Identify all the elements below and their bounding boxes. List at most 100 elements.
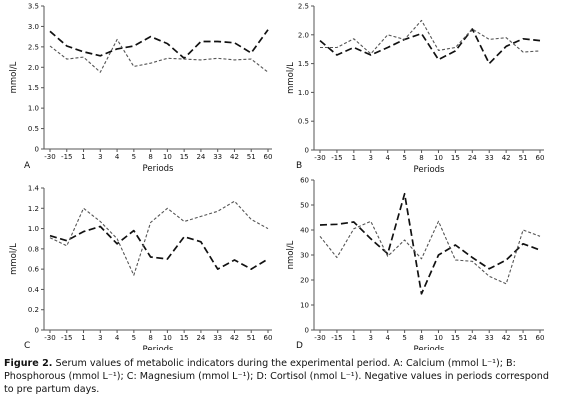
x-tick-label-c: 3 — [98, 334, 102, 342]
x-tick-label-d: -30 — [314, 334, 325, 342]
y-tick-label-c: 1.4 — [28, 185, 40, 193]
x-tick-label-d: 8 — [419, 334, 423, 342]
chart-panel-d: 0 10 20 30 40 50 60 -30 -15 1 3 4 5 8 10 15 24 33 42 51 60 Pe… — [286, 177, 544, 351]
x-tick-label-a: 3 — [98, 153, 102, 161]
y-tick-label-b: 1.5 — [298, 60, 309, 68]
x-tick-label-c: 5 — [132, 334, 136, 342]
chart-panel-b: 0 0.5 1.0 1.5 2.0 2.5 -30 -15 1 3 4 5 8 10 15 24 33 42 51 6… — [286, 3, 544, 176]
x-tick-label-a: 60 — [264, 153, 273, 161]
y-tick-label-a: 2.0 — [28, 64, 39, 72]
x-tick-label-a: 10 — [163, 153, 172, 161]
y-tick-label-c: 0.6 — [28, 266, 40, 274]
y-tick-label-a: 3.0 — [28, 23, 39, 31]
x-tick-label-a: 8 — [148, 153, 152, 161]
y-tick-label-d: 10 — [300, 302, 309, 310]
chart-panel-c: 0 0.2 0.4 0.6 0.8 1.0 1.2 1.4 -30 -15 1 3 4 5 8 10 15 24 3… — [9, 185, 272, 351]
charts-svg: 00.51.01.52.02.53.03.5-30 -15 1 3 4 5 8 10 15 24 3… — [9, 3, 544, 351]
x-tick-label-d: 4 — [385, 334, 390, 342]
y-tick-label-d: 0 — [305, 327, 309, 335]
x-tick-label-d: 42 — [502, 334, 511, 342]
caption-text: Serum values of metabolic indicators dur… — [4, 358, 549, 396]
panel-letter-c: C — [24, 341, 30, 350]
y-tick-label-a: 0 — [35, 146, 39, 154]
x-tick-label-c: 10 — [163, 334, 172, 342]
x-tick-label-c: 4 — [115, 334, 120, 342]
y-tick-label-b: 0.5 — [298, 118, 309, 126]
x-tick-label-b: 3 — [369, 154, 373, 162]
panel-letter-d: D — [296, 341, 303, 350]
x-tick-label-c: -30 — [44, 334, 55, 342]
y-tick-label-a: 1.5 — [28, 84, 39, 92]
x-tick-label-a: 1 — [81, 153, 85, 161]
x-tick-label-d: 33 — [485, 334, 494, 342]
panel-letter-a: A — [24, 161, 31, 171]
y-tick-label-d: 30 — [300, 252, 309, 260]
y-tick-label-a: 2.5 — [28, 43, 39, 51]
panel-letter-b: B — [296, 161, 302, 171]
caption-label: Figure 2. — [4, 358, 53, 369]
y-tick-label-b: 2.0 — [298, 31, 309, 39]
x-tick-label-d: 51 — [519, 334, 528, 342]
x-tick-label-a: 42 — [230, 153, 239, 161]
x-tick-label-a: 24 — [196, 153, 205, 161]
x-tick-label-d: 24 — [468, 334, 477, 342]
x-tick-label-b: 60 — [536, 154, 545, 162]
x-tick-label-a: 51 — [247, 153, 256, 161]
y-tick-label-d: 50 — [300, 202, 309, 210]
x-tick-label-c: 15 — [180, 334, 189, 342]
x-tick-label-a: 5 — [132, 153, 136, 161]
chart-panel-a: 0 0.5 1.0 1.5 2.0 2.5 3.0 3.5 -30 -15 1 3 4 5 8 10 15 24 3… — [9, 3, 272, 175]
y-tick-label-d: 40 — [300, 227, 309, 235]
x-tick-label-d: 60 — [536, 334, 545, 342]
y-tick-label-c: 0.8 — [28, 245, 39, 253]
y-axis-label-c: mmol/L — [9, 243, 19, 275]
x-tick-label-a: 4 — [115, 153, 120, 161]
x-tick-label-c: 42 — [230, 334, 239, 342]
x-tick-label-d: 1 — [352, 334, 356, 342]
x-tick-label-b: 51 — [519, 154, 528, 162]
series-line-c-2 — [49, 200, 269, 276]
x-tick-label-d: 10 — [434, 334, 443, 342]
y-tick-label-b: 0 — [305, 147, 309, 155]
x-axis-label-c: Periods — [143, 345, 175, 350]
x-tick-label-a: 15 — [180, 153, 189, 161]
figure-charts: 0 0.5 1.0 1.5 2.0 2.5 3.0 3.5 -30 -15 1 3 4 5 8 10 15 24 3… — [9, 3, 544, 351]
y-tick-label-a: 1.0 — [28, 105, 39, 113]
series-line-d-2 — [319, 220, 541, 285]
x-tick-label-d: 15 — [451, 334, 460, 342]
y-tick-label-b: 1.0 — [298, 89, 309, 97]
x-tick-label-b: 8 — [419, 154, 423, 162]
x-tick-label-d: -15 — [331, 334, 342, 342]
x-tick-label-a: -15 — [61, 153, 72, 161]
x-tick-label-c: -15 — [61, 334, 72, 342]
x-tick-label-d: 5 — [402, 334, 406, 342]
y-axis-label-a: mmol/L — [9, 61, 19, 93]
y-tick-label-a: 0.5 — [28, 125, 39, 133]
x-tick-label-b: -15 — [331, 154, 342, 162]
y-tick-label-d: 60 — [300, 177, 309, 185]
x-axis-label-a: Periods — [143, 164, 175, 174]
figure-caption: Figure 2. Serum values of metabolic indi… — [4, 357, 560, 397]
series-line-a-2 — [49, 38, 269, 73]
series-line-b-2 — [320, 19, 541, 55]
y-tick-label-c: 0.4 — [28, 286, 40, 294]
x-axis-label-b: Periods — [414, 165, 446, 175]
x-tick-label-b: 33 — [485, 154, 494, 162]
series-line-d-1 — [319, 192, 541, 295]
y-tick-label-d: 20 — [300, 277, 309, 285]
x-tick-label-b: 10 — [434, 154, 443, 162]
x-tick-label-d: 3 — [369, 334, 373, 342]
x-tick-label-b: 15 — [451, 154, 460, 162]
y-axis-label-b: mmol/L — [286, 62, 296, 94]
x-tick-label-a: -30 — [44, 153, 55, 161]
x-tick-label-c: 60 — [264, 334, 273, 342]
x-tick-label-c: 24 — [196, 334, 205, 342]
y-tick-label-b: 2.5 — [298, 3, 309, 11]
x-tick-label-b: 5 — [402, 154, 406, 162]
x-tick-label-c: 1 — [81, 334, 85, 342]
x-tick-label-b: -30 — [314, 154, 325, 162]
x-axis-label-d: Periods — [414, 345, 446, 350]
x-tick-label-a: 33 — [213, 153, 222, 161]
y-tick-label-a: 3.5 — [28, 3, 39, 11]
y-tick-label-c: 0.2 — [28, 306, 39, 314]
